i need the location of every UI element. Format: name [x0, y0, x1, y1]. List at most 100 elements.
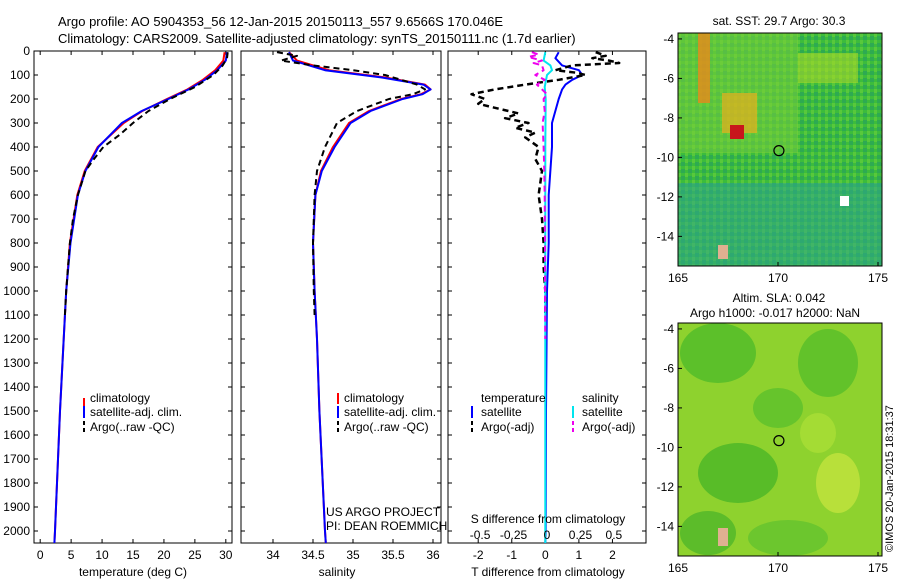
difference-legend: temperature satellite Argo(-adj) salinit…: [471, 391, 635, 434]
sst-map-xtick-label: 165: [668, 271, 688, 285]
depth-tick-label: 1600: [3, 428, 30, 442]
pi-annotation: PI: DEAN ROEMMICH: [326, 519, 447, 533]
difference-legend-temperature-satellite: satellite: [481, 405, 522, 419]
depth-tick-label: 900: [10, 260, 30, 274]
temperature-series-satellite-adj-clim: [53, 52, 228, 544]
depth-tick-label: 2000: [3, 524, 30, 538]
header-line2: Climatology: CARS2009. Satellite-adjuste…: [58, 31, 576, 46]
salinity-xlabel: salinity: [319, 565, 356, 579]
depth-tick-label: 300: [10, 116, 30, 130]
difference-series-salinity-argo-adj: [527, 51, 548, 340]
temperature-xtick-label: 5: [68, 548, 75, 562]
sla-map: Altim. SLA: 0.042 Argo h1000: -0.017 h20…: [657, 291, 889, 575]
sla-map-xtick-label: 170: [768, 561, 788, 575]
difference-series-salinity-satellite: [542, 52, 553, 543]
depth-tick-label: 0: [23, 44, 30, 58]
sst-map-ytick-label: -10: [657, 150, 675, 164]
depth-tick-label: 700: [10, 212, 30, 226]
depth-tick-label: 1300: [3, 356, 30, 370]
temperature-xtick-label: 25: [188, 548, 202, 562]
temperature-xtick-label: 15: [126, 548, 140, 562]
depth-tick-label: 1800: [3, 476, 30, 490]
sla-map-field: [678, 323, 882, 556]
salinity-series-satellite-adj-clim: [288, 51, 432, 544]
salinity-xtick-label: 35: [346, 548, 360, 562]
temperature-xlabel: temperature (deg C): [79, 565, 187, 579]
difference-legend-salinity-title: salinity: [582, 391, 619, 405]
salinity-legend: climatology satellite-adj. clim. Argo(..…: [337, 391, 436, 434]
difference-xtick-label: -1: [506, 548, 517, 562]
salinity-xtick-label: 34.5: [301, 548, 325, 562]
temperature-legend-climatology: climatology: [90, 391, 150, 405]
temperature-series-argo-raw-qc: [63, 52, 229, 316]
sla-map-ytick-label: -8: [663, 401, 674, 415]
salinity-xtick-label: 35.5: [381, 548, 405, 562]
sst-map-ytick-label: -8: [663, 111, 674, 125]
project-annotation: US ARGO PROJECT: [326, 505, 441, 519]
temperature-xtick-label: 20: [157, 548, 171, 562]
difference-panel: -2 -1 0 1 2 S difference from climatology -0…: [447, 50, 647, 579]
sst-map-ytick-label: -14: [657, 229, 675, 243]
sla-map-ytick-label: -4: [663, 322, 674, 336]
depth-tick-label: 600: [10, 188, 30, 202]
temperature-xtick-label: 30: [219, 548, 233, 562]
salinity-series-argo-raw-qc: [276, 51, 426, 316]
salinity-difference-tick-label: -0.5: [470, 528, 491, 542]
difference-series-temperature-argo-adj: [470, 51, 621, 315]
difference-legend-salinity-satellite: satellite: [582, 405, 623, 419]
difference-xtick-label: -2: [473, 548, 484, 562]
sst-map-ytick-label: -12: [657, 190, 675, 204]
salinity-xtick-label: 36: [426, 548, 440, 562]
temperature-legend-argo: Argo(..raw -QC): [90, 420, 175, 434]
depth-tick-label: 500: [10, 164, 30, 178]
difference-legend-temperature-title: temperature: [481, 391, 546, 405]
depth-tick-label: 800: [10, 236, 30, 250]
difference-legend-temperature-argo: Argo(-adj): [481, 420, 534, 434]
salinity-difference-tick-label: 0.25: [569, 528, 593, 542]
depth-tick-label: 200: [10, 92, 30, 106]
sla-map-argo-position-marker: [773, 435, 785, 447]
sla-map-subtitle: Argo h1000: -0.017 h2000: NaN: [690, 306, 860, 320]
salinity-legend-argo: Argo(..raw -QC): [344, 420, 429, 434]
temperature-difference-xlabel: T difference from climatology: [471, 565, 625, 579]
difference-legend-salinity-argo: Argo(-adj): [582, 420, 635, 434]
depth-tick-label: 1700: [3, 452, 30, 466]
depth-tick-label: 1900: [3, 500, 30, 514]
sst-map-ytick-label: -4: [663, 32, 674, 46]
sla-map-frame: [677, 322, 883, 557]
temperature-panel: 0100200300400500600700800900100011001200…: [3, 44, 233, 579]
sla-map-xtick-label: 175: [868, 561, 888, 575]
sla-map-xtick-label: 165: [668, 561, 688, 575]
sst-map-xtick-label: 175: [868, 271, 888, 285]
salinity-legend-satellite: satellite-adj. clim.: [344, 405, 436, 419]
temperature-xtick-label: 10: [95, 548, 109, 562]
temperature-legend-satellite: satellite-adj. clim.: [90, 405, 182, 419]
sst-map-field: [678, 33, 882, 266]
difference-xtick-label: 1: [576, 548, 583, 562]
depth-tick-label: 100: [10, 68, 30, 82]
sst-map-ytick-label: -6: [663, 71, 674, 85]
sla-map-ytick-label: -12: [657, 480, 675, 494]
sla-map-ytick-label: -14: [657, 519, 675, 533]
sst-map-frame: [677, 32, 883, 267]
salinity-difference-tick-label: -0.25: [500, 528, 528, 542]
depth-tick-label: 1200: [3, 332, 30, 346]
salinity-legend-climatology: climatology: [344, 391, 404, 405]
depth-tick-label: 1000: [3, 284, 30, 298]
sla-map-ytick-label: -6: [663, 361, 674, 375]
depth-tick-label: 1500: [3, 404, 30, 418]
salinity-panel: 34 34.5 35 35.5 36 salinity climatology sate…: [240, 50, 447, 579]
difference-xtick-label: 0: [542, 548, 549, 562]
sst-map-xtick-label: 170: [768, 271, 788, 285]
salinity-xtick-label: 34: [266, 548, 280, 562]
sst-map-title: sat. SST: 29.7 Argo: 30.3: [713, 14, 846, 28]
difference-xtick-label: 2: [609, 548, 616, 562]
salinity-difference-axis-title: S difference from climatology: [471, 512, 626, 526]
sla-map-ytick-label: -10: [657, 440, 675, 454]
depth-tick-label: 1100: [4, 308, 30, 322]
sst-map: sat. SST: 29.7 Argo: 30.3 165 170 175 -4 -6 -…: [657, 14, 889, 285]
sst-map-argo-position-marker: [773, 145, 785, 157]
difference-series-temperature-satellite: [544, 51, 584, 544]
sla-map-title: Altim. SLA: 0.042: [733, 291, 826, 305]
